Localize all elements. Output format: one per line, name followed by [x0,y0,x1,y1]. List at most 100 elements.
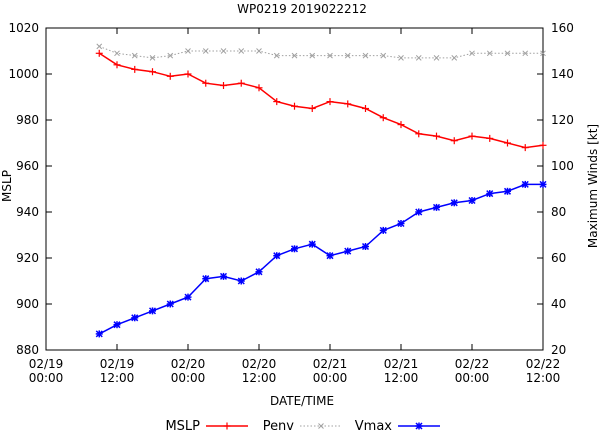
data-point-vmax [450,199,458,207]
marker-vmax [344,247,352,255]
x-tick-label-date: 02/19 [29,357,64,371]
data-point-mslp [220,82,227,89]
y-left-tick-label: 940 [16,205,39,219]
data-point-penv [469,50,475,57]
data-point-mslp [308,105,316,112]
marker-penv [469,50,475,57]
marker-penv [398,55,404,61]
data-point-vmax [468,196,476,205]
data-point-penv [273,52,280,59]
x-tick-label-time: 12:00 [526,371,561,385]
y-axis-label-right: Maximum Winds [kt] [586,124,600,248]
x-axis-label: DATE/TIME [270,394,334,408]
marker-vmax [308,240,316,248]
data-point-mslp [504,139,511,147]
data-point-penv [114,50,120,57]
data-point-mslp [273,98,281,106]
marker-vmax [450,199,458,207]
data-point-mslp [202,79,210,87]
data-point-vmax [539,180,547,188]
marker-penv [96,43,103,50]
marker-vmax [202,275,210,283]
x-tick-label-time: 00:00 [455,371,490,385]
data-point-vmax [361,242,370,251]
x-tick-label-time: 12:00 [242,371,277,385]
data-point-vmax [432,203,441,211]
marker-vmax [521,180,529,188]
legend-entry-penv: Penv [263,419,342,432]
data-point-penv [202,48,209,54]
marker-vmax [397,219,405,228]
marker-vmax [95,330,103,338]
data-point-penv [185,48,191,54]
marker-penv [291,52,298,59]
marker-vmax [539,180,547,188]
data-point-mslp [397,121,405,129]
data-point-penv [256,48,262,54]
marker-penv [451,55,458,61]
y-left-tick-label: 1020 [8,21,39,35]
x-tick-label-date: 02/21 [384,357,419,371]
data-point-mslp [326,98,334,106]
marker-vmax [255,268,263,276]
x-tick-label-time: 12:00 [384,371,419,385]
data-point-vmax [308,240,316,248]
y-left-tick-label: 880 [16,343,39,357]
legend-marker-vmax [415,422,423,430]
y-left-tick-label: 920 [16,251,39,265]
data-point-vmax [148,307,157,315]
data-point-penv [238,48,245,54]
y-left-tick-label: 960 [16,159,39,173]
data-point-penv [486,50,493,57]
axis-ticks: 880 900 920 940 960 980 1000 1020 20 40 60 80 100 120… [8,21,573,385]
marker-vmax [326,252,334,260]
chart-title: WP0219 2019022212 [237,2,367,16]
data-point-penv [380,52,387,59]
y-right-tick-label: 40 [551,297,566,311]
marker-vmax [166,300,174,308]
y-left-tick-label: 980 [16,113,39,127]
marker-vmax [361,242,370,251]
data-point-penv [451,55,458,61]
marker-penv [362,52,369,59]
data-point-mslp [184,70,192,78]
marker-penv [504,50,511,57]
marker-vmax [486,190,494,198]
x-tick-label-date: 02/21 [313,357,348,371]
legend-label-mslp: MSLP [165,419,200,432]
marker-penv [149,55,156,61]
data-point-mslp [237,79,245,87]
marker-vmax [148,307,157,315]
data-point-vmax [344,247,352,255]
data-point-vmax [415,208,423,216]
marker-penv [238,48,245,54]
marker-penv [167,52,174,59]
marker-vmax [113,321,121,329]
y-right-tick-label: 100 [551,159,574,173]
data-point-vmax [219,272,228,280]
marker-penv [344,52,351,59]
data-point-mslp [379,114,387,122]
data-point-penv [362,52,369,59]
data-point-vmax [503,187,512,195]
marker-penv [380,52,387,59]
data-point-vmax [326,252,334,260]
marker-penv [486,50,493,57]
legend-entry-vmax: Vmax [355,419,440,432]
data-point-penv [309,52,316,59]
marker-vmax [503,187,512,195]
data-point-vmax [521,180,529,188]
plot-border [45,27,544,351]
data-point-mslp [486,134,494,142]
data-point-mslp [450,137,458,145]
data-point-vmax [184,293,192,301]
y-right-tick-label: 160 [551,21,574,35]
data-point-mslp [166,72,174,80]
y-right-tick-label: 20 [551,343,566,357]
data-point-penv [522,50,529,57]
marker-penv [220,48,227,54]
x-tick-label-time: 00:00 [313,371,348,385]
data-point-mslp [539,141,547,149]
